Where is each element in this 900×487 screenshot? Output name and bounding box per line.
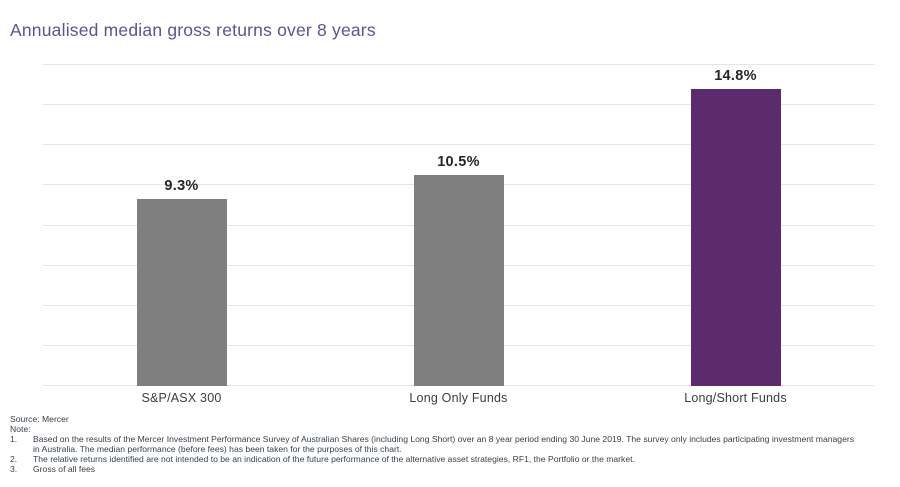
bar-group-long-short-funds: 14.8% bbox=[597, 65, 874, 386]
bar-long-only-funds bbox=[413, 175, 504, 386]
gridline bbox=[43, 64, 874, 65]
note-3-number: 3. bbox=[10, 464, 18, 474]
x-axis-label-long-only-funds: Long Only Funds bbox=[409, 391, 508, 405]
bar-group-long-only-funds: 10.5% bbox=[320, 65, 597, 386]
gridline bbox=[43, 144, 874, 146]
value-label-sp-asx-300: 9.3% bbox=[164, 178, 199, 195]
bars-container: 9.3% 10.5% 14.8% bbox=[43, 65, 874, 386]
note-1-text: Based on the results of the Mercer Inves… bbox=[33, 434, 855, 454]
footer-notes: Source: Mercer Note: 1. Based on the res… bbox=[10, 414, 855, 474]
x-axis-labels: S&P/ASX 300 Long Only Funds Long/Short F… bbox=[43, 391, 874, 405]
value-label-long-short-funds: 14.8% bbox=[714, 68, 757, 85]
source-line: Source: Mercer bbox=[10, 414, 69, 424]
note-2-text: The relative returns identified are not … bbox=[33, 454, 635, 464]
value-label-long-only-funds: 10.5% bbox=[437, 154, 480, 171]
chart-title: Annualised median gross returns over 8 y… bbox=[10, 20, 376, 40]
note-1: 1. Based on the results of the Mercer In… bbox=[10, 434, 855, 454]
plot-area: 9.3% 10.5% 14.8% bbox=[43, 64, 874, 386]
bar-group-sp-asx-300: 9.3% bbox=[43, 65, 320, 386]
note-2: 2. The relative returns identified are n… bbox=[10, 454, 855, 464]
bar-sp-asx-300 bbox=[136, 199, 227, 386]
gridline bbox=[43, 104, 874, 106]
note-3-text: Gross of all fees bbox=[33, 464, 96, 474]
note-3: 3. Gross of all fees bbox=[10, 464, 855, 474]
note-1-number: 1. bbox=[10, 434, 18, 444]
note-label: Note: bbox=[10, 424, 31, 434]
x-axis-label-long-short-funds: Long/Short Funds bbox=[684, 391, 787, 405]
note-2-number: 2. bbox=[10, 454, 18, 464]
x-axis-label-sp-asx-300: S&P/ASX 300 bbox=[141, 391, 222, 405]
bar-long-short-funds bbox=[690, 89, 781, 386]
